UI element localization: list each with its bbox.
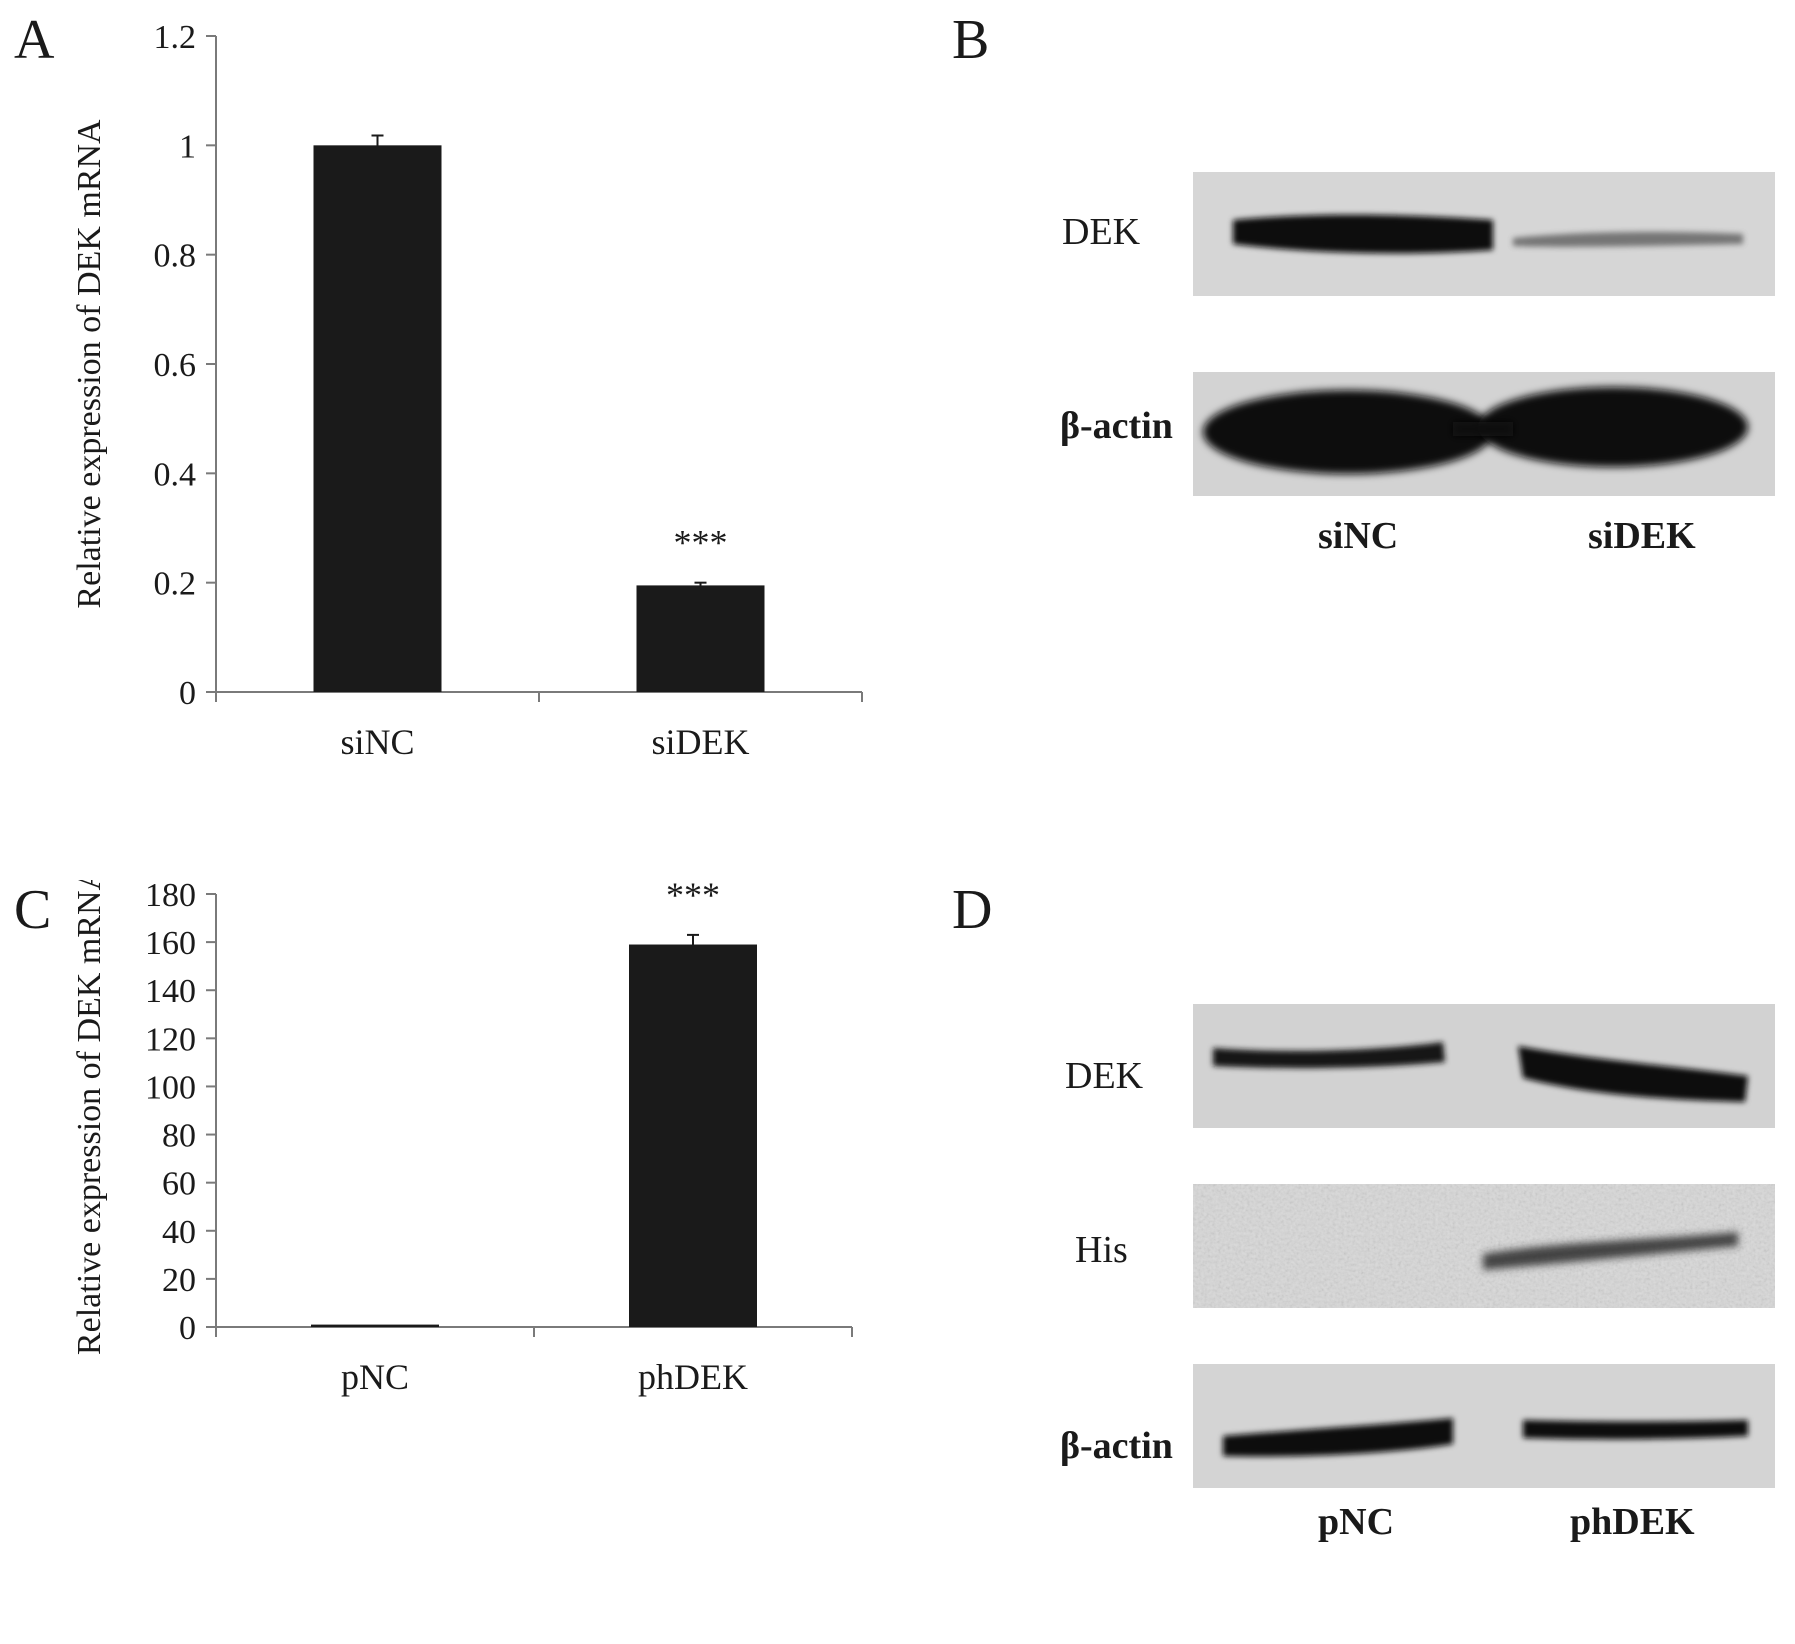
panel-letter-b: B [952, 9, 990, 71]
chart-c-bar [629, 944, 757, 1327]
chart-a-ylabel: Relative expression of DEK mRNA [71, 119, 108, 609]
panel-letter-d: D [952, 879, 993, 941]
chart-a-bar [636, 585, 765, 692]
chart-c-ytick-label: 180 [145, 880, 196, 914]
chart-a-ytick-label: 1.2 [154, 19, 197, 56]
chart-a-ytick-label: 0.6 [154, 347, 197, 384]
blot-b-lane-label-sinc: siNC [1318, 515, 1399, 557]
chart-c-ytick-label: 80 [162, 1118, 196, 1155]
blot-b-strip-dek [1193, 172, 1775, 296]
chart-a-category-label: siDEK [652, 722, 750, 762]
chart-a-category-label: siNC [340, 722, 414, 762]
blot-b-lane-label-sidek: siDEK [1588, 515, 1696, 557]
chart-a-ytick-label: 0 [179, 675, 196, 712]
chart-a: 0 0.2 0.4 0.6 0.8 1 1.2 Relative expression of … [71, 19, 863, 762]
chart-c-significance-label: *** [666, 880, 720, 915]
chart-c: 0 20 40 60 80 100 120 140 160 180 Relative express… [71, 880, 853, 1397]
chart-a-ytick-label: 1 [179, 128, 196, 165]
blot-d-row-label-dek: DEK [1065, 1055, 1144, 1097]
blot-b-strip-dek-image [1193, 172, 1775, 296]
blot-d-lane-label-pnc: pNC [1318, 1501, 1395, 1543]
blot-b-row-label-dek: DEK [1062, 211, 1141, 253]
chart-c-ytick-label: 140 [145, 973, 196, 1010]
chart-a-significance-label: *** [674, 523, 728, 563]
panel-letter-c: C [14, 879, 52, 941]
blot-b-strip-beta-actin [1193, 372, 1775, 496]
blot-d-row-label-his: His [1075, 1229, 1128, 1271]
chart-a-ytick-label: 0.4 [154, 456, 197, 493]
chart-a-bar [313, 145, 442, 693]
chart-c-ytick-label: 20 [162, 1262, 196, 1299]
blot-b-row-label-beta-actin: β-actin [1060, 405, 1173, 447]
chart-c-ytick-label: 100 [145, 1069, 196, 1106]
blot-d-strip-dek [1193, 1004, 1775, 1128]
chart-c-ytick-label: 60 [162, 1166, 196, 1203]
chart-a-ytick-label: 0.8 [154, 238, 197, 275]
chart-c-ylabel: Relative expression of DEK mRNA [71, 880, 108, 1355]
blot-d-strip-his-image [1193, 1184, 1775, 1308]
chart-c-category-label: phDEK [638, 1357, 748, 1397]
chart-c-bar [311, 1324, 439, 1327]
chart-c-category-label: pNC [341, 1357, 409, 1397]
blot-d-strip-beta-actin [1193, 1364, 1775, 1488]
blot-d-strip-beta-actin-image [1193, 1364, 1775, 1488]
panel-letter-a: A [14, 9, 55, 71]
chart-c-ytick-label: 40 [162, 1214, 196, 1251]
blot-d-row-label-beta-actin: β-actin [1060, 1425, 1173, 1467]
chart-c-ytick-label: 0 [179, 1310, 196, 1347]
blot-d-lane-label-phdek: phDEK [1570, 1501, 1695, 1543]
blot-d-strip-dek-image [1193, 1004, 1775, 1128]
chart-c-ytick-label: 160 [145, 925, 196, 962]
blot-d-strip-his [1193, 1184, 1775, 1308]
chart-c-ytick-label: 120 [145, 1021, 196, 1058]
chart-a-ytick-label: 0.2 [154, 566, 197, 603]
blot-b-strip-beta-actin-image [1193, 372, 1775, 496]
